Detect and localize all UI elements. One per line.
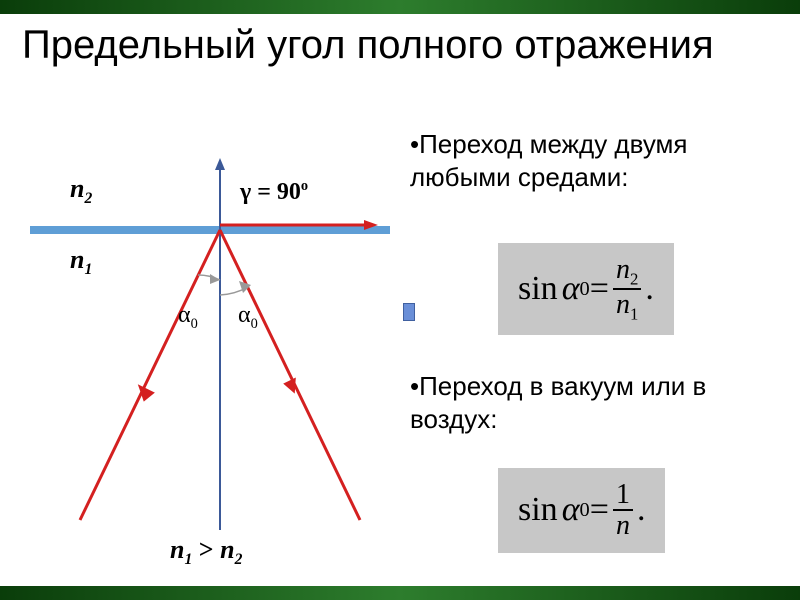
label-alpha-left: α0	[178, 302, 198, 333]
top-border	[0, 0, 800, 14]
reflected-ray	[220, 230, 360, 520]
formula-1: sin α0 = n2 n1 .	[498, 243, 674, 335]
bullet-2: •Переход в вакуум или в воздух:	[410, 370, 780, 435]
bottom-border	[0, 586, 800, 600]
formula-2: sin α0 = 1 n .	[498, 468, 665, 553]
incident-arrow	[132, 384, 155, 404]
label-condition: n1 > n2	[170, 535, 242, 569]
small-blue-box	[403, 303, 415, 321]
label-n2: n2	[70, 174, 92, 208]
incident-ray	[80, 230, 220, 520]
bullet-1: •Переход между двумя любыми средами:	[410, 128, 780, 193]
label-gamma: γ = 90o	[240, 178, 308, 206]
label-n1: n1	[70, 245, 92, 279]
diagram-svg	[20, 150, 390, 570]
page-title: Предельный угол полного отражения	[22, 22, 782, 68]
diagram-container: n2 n1 γ = 90o α0 α0 n1 > n2	[20, 150, 390, 570]
axis-top-arrow	[215, 158, 225, 170]
label-alpha-right: α0	[238, 302, 258, 333]
